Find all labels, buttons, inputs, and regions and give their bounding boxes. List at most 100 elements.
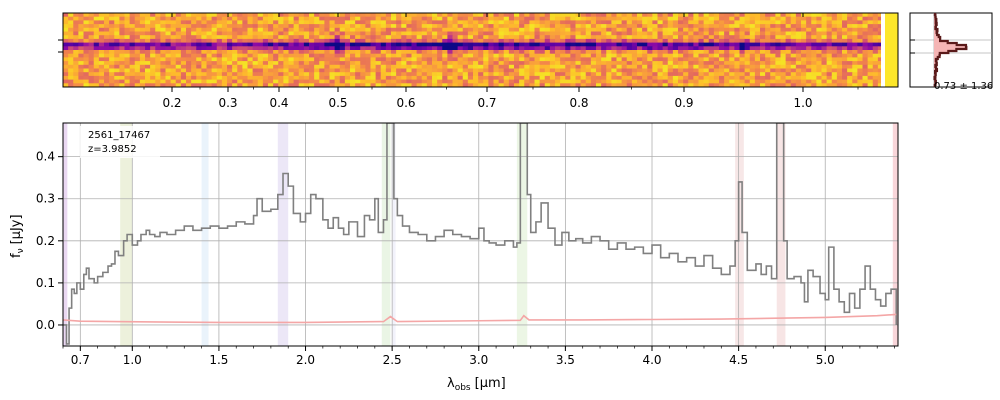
heatmap-cell xyxy=(88,38,95,43)
heatmap-cell xyxy=(247,27,254,32)
heatmap-cell xyxy=(724,75,730,80)
heatmap-cell xyxy=(452,83,459,87)
heatmap-cell xyxy=(631,64,638,69)
heatmap-cell xyxy=(170,13,177,18)
heatmap-cell xyxy=(862,61,869,66)
heatmap-cell xyxy=(606,24,612,29)
heatmap-cell xyxy=(529,31,535,36)
heatmap-cell xyxy=(616,61,623,66)
heatmap-cell xyxy=(729,13,735,18)
heatmap-cell xyxy=(467,24,474,29)
heatmap-cell xyxy=(842,24,848,29)
heatmap-cell xyxy=(739,72,746,77)
heatmap-cell xyxy=(288,38,295,43)
heatmap-cell xyxy=(744,31,751,36)
heatmap-cell xyxy=(145,16,151,21)
heatmap-cell xyxy=(93,57,100,62)
heatmap-cell xyxy=(406,38,412,43)
heatmap-cell xyxy=(754,13,761,18)
heatmap-cell xyxy=(432,38,438,43)
heatmap-cell xyxy=(785,72,792,77)
heatmap-cell xyxy=(626,13,633,18)
heatmap-cell xyxy=(319,20,325,25)
heatmap-cell xyxy=(375,75,382,80)
heatmap-cell xyxy=(713,53,720,58)
heatmap-cell xyxy=(370,61,377,66)
heatmap-cell xyxy=(447,64,453,69)
heatmap-cell xyxy=(514,35,520,40)
heatmap-cell xyxy=(242,46,248,51)
heatmap-cell xyxy=(416,16,423,21)
heatmap-cell xyxy=(678,64,684,69)
heatmap-cell xyxy=(262,53,269,58)
heatmap-cell xyxy=(775,68,781,73)
heatmap-cell xyxy=(391,57,397,62)
heatmap-cell xyxy=(252,57,259,62)
heatmap-cell xyxy=(416,79,423,84)
heatmap-cell xyxy=(688,61,694,66)
heatmap-cell xyxy=(93,46,100,51)
heatmap-cell xyxy=(411,35,418,40)
heatmap-cell xyxy=(452,16,459,21)
heatmap-cell xyxy=(575,38,582,43)
spectrum-1d-frame xyxy=(62,122,899,347)
heatmap-cell xyxy=(175,53,182,58)
heatmap-cell xyxy=(611,50,617,55)
heatmap-cell xyxy=(339,46,346,51)
heatmap-cell xyxy=(785,64,792,69)
heatmap-cell xyxy=(616,83,623,87)
heatmap-cell xyxy=(380,57,387,62)
heatmap-cell xyxy=(493,46,500,51)
heatmap-cell xyxy=(555,35,561,40)
heatmap-cell xyxy=(186,31,192,36)
heatmap-cell xyxy=(534,13,541,18)
heatmap-cell xyxy=(478,68,484,73)
heatmap-cell xyxy=(139,61,146,66)
heatmap-cell xyxy=(462,42,469,47)
heatmap-cell xyxy=(344,35,351,40)
heatmap-cell xyxy=(309,46,315,51)
heatmap-cell xyxy=(698,72,705,77)
heatmap-cell xyxy=(160,16,166,21)
heatmap-cell xyxy=(514,31,520,36)
heatmap-cell xyxy=(447,24,453,29)
heatmap-cell xyxy=(303,20,310,25)
heatmap-cell xyxy=(273,46,279,51)
heatmap-cell xyxy=(862,16,869,21)
heatmap-cell xyxy=(729,42,735,47)
heatmap-cell xyxy=(314,50,320,55)
heatmap-cell xyxy=(626,50,633,55)
heatmap-cell xyxy=(483,24,489,29)
heatmap-cell xyxy=(344,53,351,58)
heatmap-cell xyxy=(268,46,274,51)
heatmap-cell xyxy=(462,53,469,58)
heatmap-cell xyxy=(196,72,202,77)
heatmap-cell xyxy=(483,35,489,40)
heatmap-cell xyxy=(560,83,566,87)
heatmap-cell xyxy=(544,13,551,18)
heatmap-cell xyxy=(221,72,228,77)
heatmap-cell xyxy=(78,57,84,62)
heatmap-cell xyxy=(247,75,254,80)
heatmap-cell xyxy=(257,16,264,21)
heatmap-cell xyxy=(877,83,884,87)
heatmap-cell xyxy=(560,68,566,73)
heatmap-cell xyxy=(180,75,187,80)
heatmap-cell xyxy=(790,38,797,43)
heatmap-cell xyxy=(534,68,541,73)
heatmap-cell xyxy=(770,57,776,62)
heatmap-cell xyxy=(314,20,320,25)
heatmap-cell xyxy=(314,24,320,29)
heatmap-cell xyxy=(365,13,371,18)
heatmap-cell xyxy=(98,79,105,84)
heatmap-cell xyxy=(109,38,115,43)
heatmap-cell xyxy=(642,20,648,25)
heatmap-cell xyxy=(688,20,694,25)
heatmap-cell xyxy=(683,27,689,32)
heatmap-cell xyxy=(421,50,428,55)
heatmap-cell xyxy=(667,24,674,29)
heatmap-cell xyxy=(155,24,161,29)
heatmap-cell xyxy=(493,35,500,40)
heatmap-cell xyxy=(478,35,484,40)
heatmap-cell xyxy=(319,53,325,58)
